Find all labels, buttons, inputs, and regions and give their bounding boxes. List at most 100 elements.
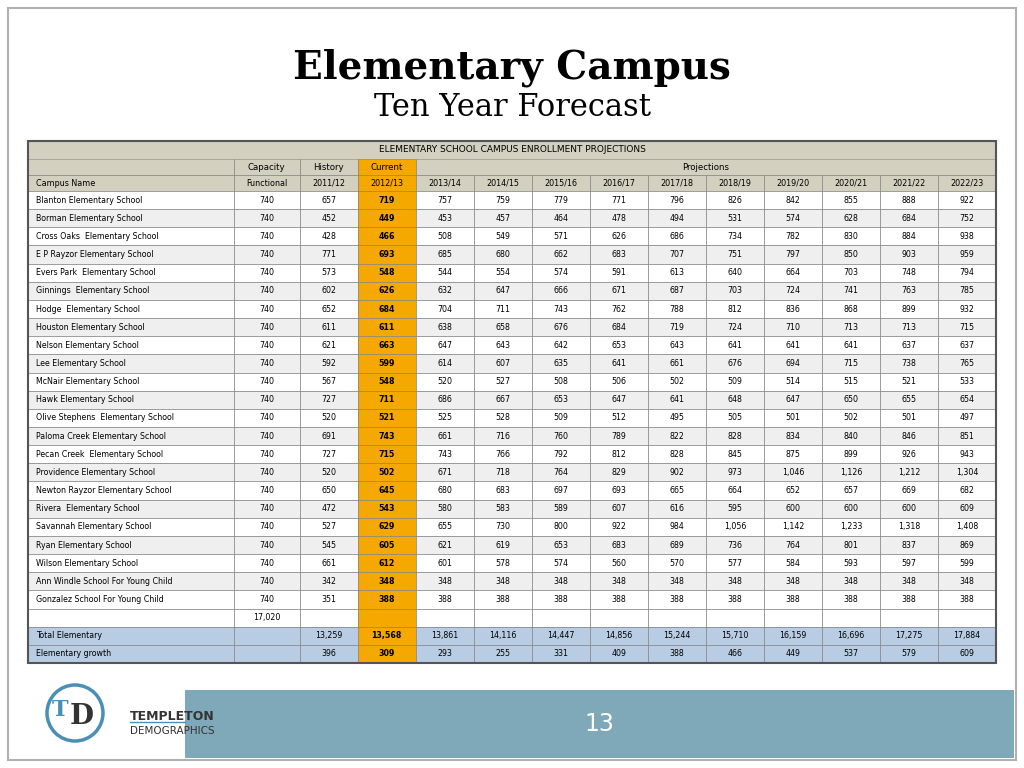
Bar bbox=[764, 336, 822, 354]
Bar bbox=[416, 536, 474, 554]
Bar bbox=[357, 608, 416, 627]
Bar bbox=[416, 536, 474, 554]
Bar bbox=[233, 591, 300, 608]
Bar bbox=[706, 227, 764, 246]
Bar bbox=[648, 627, 706, 645]
Bar bbox=[357, 445, 416, 463]
Text: Olive Stephens  Elementary School: Olive Stephens Elementary School bbox=[36, 413, 174, 422]
Bar bbox=[300, 445, 357, 463]
Text: 607: 607 bbox=[611, 505, 627, 513]
Bar bbox=[474, 554, 531, 572]
Bar bbox=[474, 354, 531, 372]
Bar bbox=[764, 209, 822, 227]
Bar bbox=[300, 372, 357, 391]
Bar bbox=[938, 336, 996, 354]
Bar bbox=[300, 391, 357, 409]
Text: 2014/15: 2014/15 bbox=[486, 178, 519, 187]
Bar bbox=[764, 191, 822, 209]
Text: 707: 707 bbox=[670, 250, 684, 259]
Bar bbox=[300, 463, 357, 482]
Text: 348: 348 bbox=[959, 577, 975, 586]
Bar bbox=[880, 445, 938, 463]
Text: 449: 449 bbox=[379, 214, 395, 223]
Bar bbox=[531, 591, 590, 608]
Bar bbox=[706, 427, 764, 445]
Bar bbox=[590, 354, 648, 372]
Bar bbox=[880, 500, 938, 518]
Bar bbox=[233, 175, 300, 191]
Text: 597: 597 bbox=[901, 558, 916, 568]
Text: 388: 388 bbox=[553, 595, 568, 604]
Bar bbox=[880, 645, 938, 663]
Text: 926: 926 bbox=[901, 450, 916, 458]
Bar bbox=[300, 518, 357, 536]
Bar bbox=[416, 500, 474, 518]
Text: 449: 449 bbox=[785, 650, 801, 658]
Bar bbox=[822, 409, 880, 427]
Bar bbox=[531, 608, 590, 627]
Bar bbox=[300, 536, 357, 554]
Text: T: T bbox=[51, 699, 69, 721]
Bar bbox=[880, 572, 938, 591]
Bar bbox=[474, 300, 531, 318]
Text: 348: 348 bbox=[553, 577, 568, 586]
Text: 748: 748 bbox=[901, 268, 916, 277]
Bar bbox=[300, 627, 357, 645]
Text: 740: 740 bbox=[259, 232, 274, 241]
Text: 600: 600 bbox=[901, 505, 916, 513]
Bar bbox=[416, 227, 474, 246]
Text: 388: 388 bbox=[844, 595, 858, 604]
Text: 686: 686 bbox=[670, 232, 684, 241]
Text: 629: 629 bbox=[379, 522, 395, 531]
Text: TEMPLETON: TEMPLETON bbox=[130, 710, 215, 723]
Bar bbox=[233, 482, 300, 500]
Text: 676: 676 bbox=[553, 323, 568, 332]
Text: 348: 348 bbox=[785, 577, 801, 586]
Text: 669: 669 bbox=[901, 486, 916, 495]
Bar bbox=[531, 500, 590, 518]
Text: 466: 466 bbox=[379, 232, 395, 241]
Bar bbox=[590, 572, 648, 591]
Bar bbox=[822, 354, 880, 372]
Bar bbox=[590, 645, 648, 663]
Bar bbox=[764, 572, 822, 591]
Bar bbox=[706, 354, 764, 372]
Text: 641: 641 bbox=[785, 341, 801, 349]
Bar bbox=[300, 518, 357, 536]
Text: 751: 751 bbox=[727, 250, 742, 259]
Bar bbox=[474, 536, 531, 554]
Bar bbox=[357, 227, 416, 246]
Text: 680: 680 bbox=[496, 250, 510, 259]
Text: 641: 641 bbox=[670, 396, 684, 404]
Text: 593: 593 bbox=[844, 558, 858, 568]
Bar bbox=[28, 608, 233, 627]
Bar bbox=[357, 500, 416, 518]
Bar bbox=[648, 209, 706, 227]
Text: 653: 653 bbox=[611, 341, 627, 349]
Bar bbox=[590, 482, 648, 500]
Bar bbox=[822, 627, 880, 645]
Bar bbox=[416, 500, 474, 518]
Bar bbox=[822, 482, 880, 500]
Text: 730: 730 bbox=[496, 522, 510, 531]
Text: 828: 828 bbox=[670, 450, 684, 458]
Text: 650: 650 bbox=[844, 396, 858, 404]
Bar bbox=[590, 608, 648, 627]
Bar bbox=[764, 463, 822, 482]
Bar bbox=[648, 445, 706, 463]
Bar bbox=[233, 372, 300, 391]
Bar bbox=[764, 246, 822, 263]
Bar bbox=[648, 500, 706, 518]
Bar bbox=[357, 608, 416, 627]
Bar bbox=[822, 191, 880, 209]
Bar bbox=[416, 409, 474, 427]
Text: 638: 638 bbox=[437, 323, 453, 332]
Bar bbox=[880, 536, 938, 554]
Text: 654: 654 bbox=[959, 396, 975, 404]
Text: Rivera  Elementary School: Rivera Elementary School bbox=[36, 505, 140, 513]
Text: 740: 740 bbox=[259, 558, 274, 568]
Bar bbox=[648, 372, 706, 391]
Text: 512: 512 bbox=[611, 413, 627, 422]
Bar bbox=[28, 645, 233, 663]
Bar bbox=[300, 500, 357, 518]
